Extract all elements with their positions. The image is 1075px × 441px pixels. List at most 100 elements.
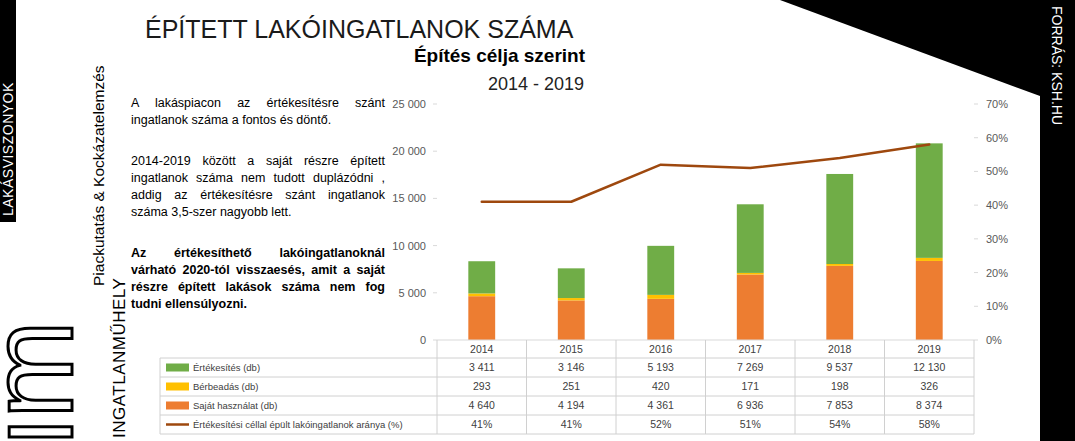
line [482, 144, 930, 201]
notes: A lakáspiacon az értékesítésre szánt ing… [131, 95, 385, 337]
x-tick-label: 2014 [470, 343, 494, 355]
y-tick-label: 0 [420, 334, 426, 346]
legend-swatch [166, 423, 189, 426]
y2-tick-label: 50% [986, 165, 1008, 177]
y-tick [433, 151, 437, 152]
table-rule [974, 340, 975, 434]
table-value: 4 640 [469, 399, 495, 411]
source-band [1040, 0, 1075, 441]
table-rule [160, 434, 974, 435]
table-value: 251 [562, 380, 580, 392]
table-value: 326 [920, 380, 938, 392]
table-value: 5 193 [648, 361, 674, 373]
side-band [0, 0, 16, 222]
bar [826, 266, 853, 340]
bar [647, 299, 674, 340]
y2-tick [974, 205, 978, 206]
y2-tick-label: 10% [986, 300, 1008, 312]
bar [916, 261, 943, 340]
legend-entry: Értékesítési céllal épült lakóingatlanok… [193, 419, 403, 430]
table-value: 420 [652, 380, 670, 392]
table-rule [616, 340, 617, 434]
y-tick [433, 198, 437, 199]
table-rule [437, 340, 438, 434]
table-value: 171 [741, 380, 759, 392]
brand-subtitle: Piackutatás & Kockázatelemzés [90, 65, 107, 286]
table-value: 4 194 [558, 399, 584, 411]
logo: im [0, 320, 97, 441]
y2-tick-label: 0% [986, 334, 1002, 346]
table-rule [884, 340, 885, 434]
table-value: 4 361 [648, 399, 674, 411]
axes: 0 5 000 10 000 15 000 20 000 25 000 0% 10% 20% 30… [392, 98, 1008, 346]
y2-tick [974, 306, 978, 307]
bar [558, 300, 585, 340]
bar [647, 295, 674, 299]
annotation: 2014-2019 között a saját részre épített … [131, 153, 385, 221]
annotation: Az értékesíthető lakóingatlanoknál várha… [131, 245, 385, 313]
y-tick [433, 245, 437, 246]
y-tick [433, 340, 437, 341]
x-tick-label: 2015 [560, 343, 584, 355]
legend-entry: Saját használat (db) [193, 400, 278, 411]
period: 2014 - 2019 [488, 74, 584, 94]
y2-tick [974, 340, 978, 341]
y-tick-label: 15 000 [392, 192, 426, 204]
bar [737, 273, 764, 275]
table-value: 8 374 [916, 399, 942, 411]
y-tick [433, 292, 437, 293]
table-value: 54% [829, 418, 850, 430]
table-rule [705, 340, 706, 434]
table-value: 52% [650, 418, 671, 430]
y2-tick [974, 238, 978, 239]
bar [647, 246, 674, 295]
table-value: 12 130 [913, 361, 945, 373]
y-tick-label: 10 000 [392, 240, 426, 252]
page: {"chart_data": {"type": "bar", "title": … [0, 0, 1075, 441]
bar [468, 261, 495, 293]
table-rule [160, 358, 161, 434]
side-label: LAKÁSVISZONYOK [0, 82, 16, 216]
table-value: 41% [561, 418, 582, 430]
y-tick-label: 5 000 [398, 287, 426, 299]
brand: INGATLANMŰHELY [110, 278, 129, 438]
y2-tick-label: 30% [986, 233, 1008, 245]
legend-entry: Értékesítés (db) [193, 362, 260, 373]
bar [737, 275, 764, 340]
table-value: 7 269 [737, 361, 763, 373]
bar [468, 293, 495, 296]
bar [737, 204, 764, 273]
y2-tick-label: 20% [986, 267, 1008, 279]
table-rule [160, 358, 974, 359]
table-value: 51% [740, 418, 761, 430]
table-rule [160, 396, 974, 397]
bar [558, 298, 585, 300]
y-tick-label: 20 000 [392, 145, 426, 157]
legend-swatch [166, 364, 189, 372]
bar [916, 258, 943, 261]
table-value: 41% [471, 418, 492, 430]
plot [468, 143, 942, 340]
x-tick-label: 2019 [918, 343, 942, 355]
table-value: 3 411 [469, 361, 495, 373]
legend-swatch [166, 383, 189, 391]
bar [826, 174, 853, 264]
y2-tick-label: 70% [986, 98, 1008, 110]
table-rule [160, 377, 974, 378]
table-value: 9 537 [827, 361, 853, 373]
x-tick-label: 2018 [828, 343, 852, 355]
data-table: 2014 2015 2016 2017 2018 2019 Értékesítés (db)… [160, 340, 974, 434]
bar [558, 268, 585, 298]
y2-tick [974, 272, 978, 273]
table-value: 293 [473, 380, 491, 392]
y-tick-label: 25 000 [392, 98, 426, 110]
x-tick-label: 2017 [739, 343, 763, 355]
y-tick [433, 104, 437, 105]
table-value: 6 936 [737, 399, 763, 411]
x-tick-label: 2016 [649, 343, 673, 355]
bar [826, 264, 853, 266]
corner-shape [780, 0, 1040, 96]
chart: LAKÁSVISZONYOK Piackutatás & Kockázatelem… [0, 0, 1075, 441]
legend-entry: Bérbeadás (db) [193, 381, 258, 392]
table-value: 198 [831, 380, 849, 392]
